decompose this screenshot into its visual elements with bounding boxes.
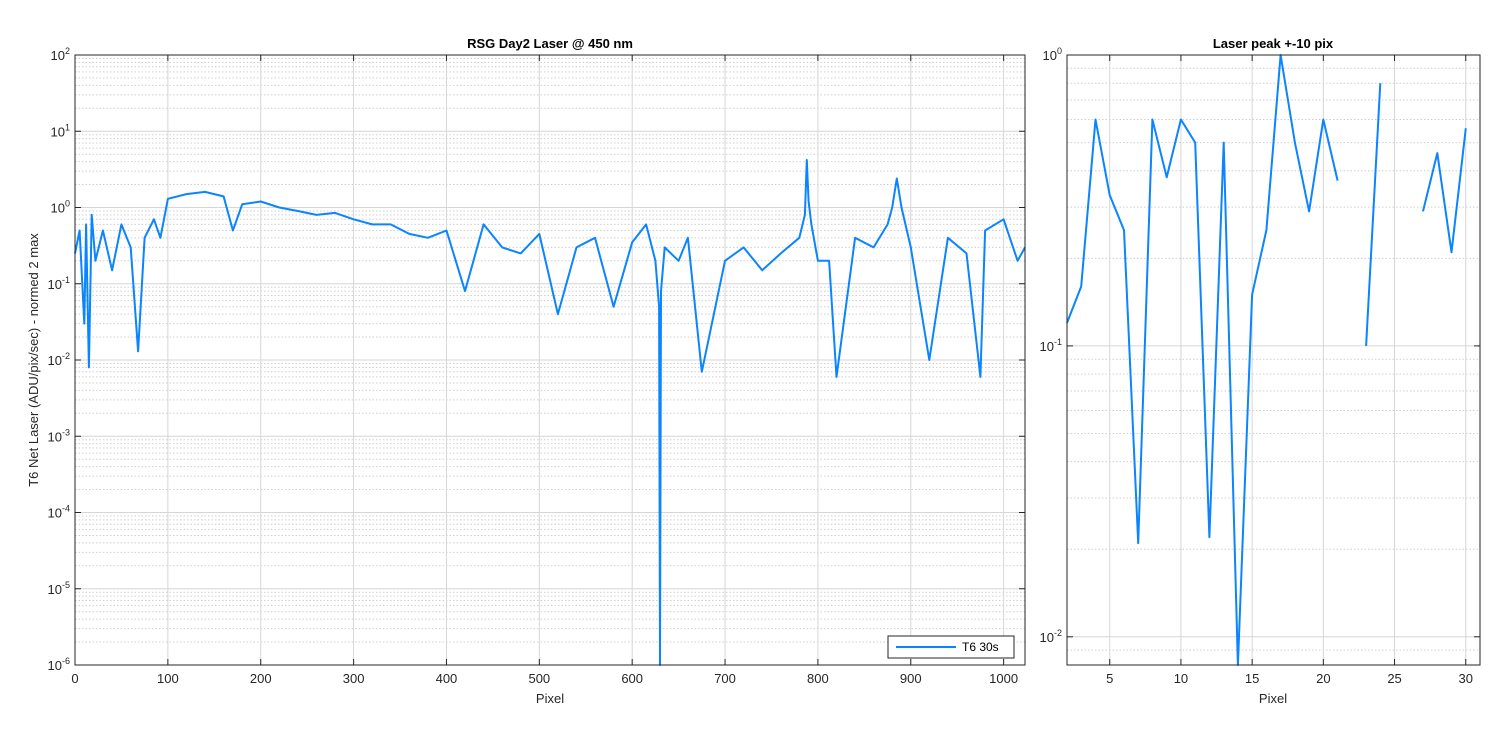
series-line-peak <box>1422 128 1467 254</box>
x-tick-label: 200 <box>250 671 272 686</box>
right-tick-layer: 10-2 10-1 100 5 10 15 20 25 30 <box>1040 46 1480 686</box>
x-tick-label: 1000 <box>989 671 1018 686</box>
left-tick-layer: 10-6 10-5 10-4 10-3 10-2 10-1 100 101 102 0 100 200… <box>48 46 1025 686</box>
x-tick-label: 30 <box>1459 671 1473 686</box>
x-tick-label: 15 <box>1245 671 1259 686</box>
y-tick-label: 10-2 <box>1040 628 1062 645</box>
x-tick-label: 5 <box>1106 671 1113 686</box>
x-tick-label: 10 <box>1174 671 1188 686</box>
left-y-axis-label: T6 Net Laser (ADU/pix/sec) - normed 2 ma… <box>26 233 41 487</box>
x-tick-label: 700 <box>714 671 736 686</box>
series-line-peak <box>1066 54 1339 666</box>
right-plot-area <box>1067 55 1480 665</box>
right-x-axis-label: Pixel <box>1259 691 1287 706</box>
left-chart-title: RSG Day2 Laser @ 450 nm <box>467 36 633 51</box>
y-tick-label: 100 <box>51 199 70 216</box>
right-axes-box <box>1066 54 1481 666</box>
left-gridlines <box>75 55 1025 665</box>
x-tick-label: 800 <box>807 671 829 686</box>
legend-label-t6-30s: T6 30s <box>962 640 999 654</box>
series-line-t6-30s <box>74 159 1026 666</box>
x-tick-label: 300 <box>343 671 365 686</box>
x-tick-label: 25 <box>1387 671 1401 686</box>
right-chart: 10-2 10-1 100 5 10 15 20 25 30 Laser peak +-10 p… <box>1040 36 1481 706</box>
y-tick-label: 10-3 <box>48 427 70 444</box>
right-series-layer <box>1066 54 1467 666</box>
x-tick-label: 600 <box>621 671 643 686</box>
x-tick-label: 500 <box>528 671 550 686</box>
right-chart-title: Laser peak +-10 pix <box>1213 36 1334 51</box>
left-series-layer <box>74 159 1026 666</box>
x-tick-label: 100 <box>157 671 179 686</box>
y-tick-label: 101 <box>51 122 70 139</box>
legend[interactable]: T6 30s <box>887 635 1015 659</box>
y-tick-label: 10-1 <box>1040 337 1062 354</box>
series-line-peak <box>1365 83 1382 346</box>
y-tick-label: 10-6 <box>48 656 70 673</box>
x-tick-label: 0 <box>71 671 78 686</box>
left-chart: 10-6 10-5 10-4 10-3 10-2 10-1 100 101 102 0 100 200… <box>26 36 1026 706</box>
x-tick-label: 20 <box>1316 671 1330 686</box>
x-tick-label: 900 <box>900 671 922 686</box>
right-gridlines <box>1067 55 1480 665</box>
y-tick-label: 100 <box>1043 46 1062 63</box>
y-tick-label: 10-2 <box>48 351 70 368</box>
y-tick-label: 10-5 <box>48 580 70 597</box>
left-x-axis-label: Pixel <box>536 691 564 706</box>
x-tick-label: 400 <box>436 671 458 686</box>
y-tick-label: 10-4 <box>48 504 70 521</box>
y-tick-label: 10-1 <box>48 275 70 292</box>
y-tick-label: 102 <box>51 46 70 63</box>
